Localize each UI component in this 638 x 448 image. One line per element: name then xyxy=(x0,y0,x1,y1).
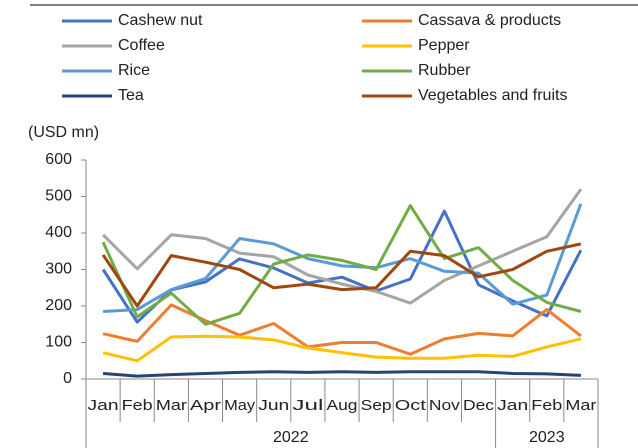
x-tick-label: Jun xyxy=(258,397,289,414)
x-tick-label: Dec xyxy=(463,397,495,414)
series-line xyxy=(102,303,582,356)
x-tick-label: Jul xyxy=(292,397,323,414)
series-line xyxy=(102,188,583,305)
y-tick-label: 100 xyxy=(45,334,72,351)
legend-label: Cassava & products xyxy=(418,12,561,29)
x-tick-label: Mar xyxy=(565,397,596,414)
series-line xyxy=(103,203,583,313)
x-tick-label: Sep xyxy=(361,397,392,414)
x-tick-label: Feb xyxy=(531,397,562,414)
x-group-label: 2022 xyxy=(273,429,309,446)
y-tick-label: 0 xyxy=(63,370,72,387)
legend-label: Pepper xyxy=(418,37,470,54)
x-group-label: 2023 xyxy=(529,429,565,446)
x-tick-label: Jan xyxy=(497,397,528,414)
y-tick-label: 200 xyxy=(45,297,72,314)
legend-label: Rice xyxy=(118,62,150,79)
x-tick-label: May xyxy=(224,397,256,414)
y-tick-label: 300 xyxy=(45,261,72,278)
x-tick-label: Aug xyxy=(327,397,358,414)
series-line xyxy=(102,370,581,378)
legend-label: Cashew nut xyxy=(118,12,203,29)
x-tick-label: Feb xyxy=(122,397,153,414)
y-tick-label: 600 xyxy=(45,151,72,168)
legend-label: Coffee xyxy=(118,37,165,54)
legend-label: Tea xyxy=(118,87,144,104)
x-tick-label: Oct xyxy=(395,397,427,414)
y-axis-label: (USD mn) xyxy=(28,124,99,141)
legend-label: Rubber xyxy=(418,62,471,79)
series-line xyxy=(101,204,582,326)
x-tick-label: Mar xyxy=(156,397,187,414)
x-tick-label: Apr xyxy=(190,397,221,414)
legend-label: Vegetables and fruits xyxy=(418,87,567,104)
series-line xyxy=(102,334,582,363)
y-tick-label: 500 xyxy=(45,188,72,205)
series-line xyxy=(101,242,582,308)
x-tick-label: Jan xyxy=(88,397,119,414)
y-tick-label: 400 xyxy=(45,224,72,241)
x-tick-label: Nov xyxy=(429,397,461,414)
